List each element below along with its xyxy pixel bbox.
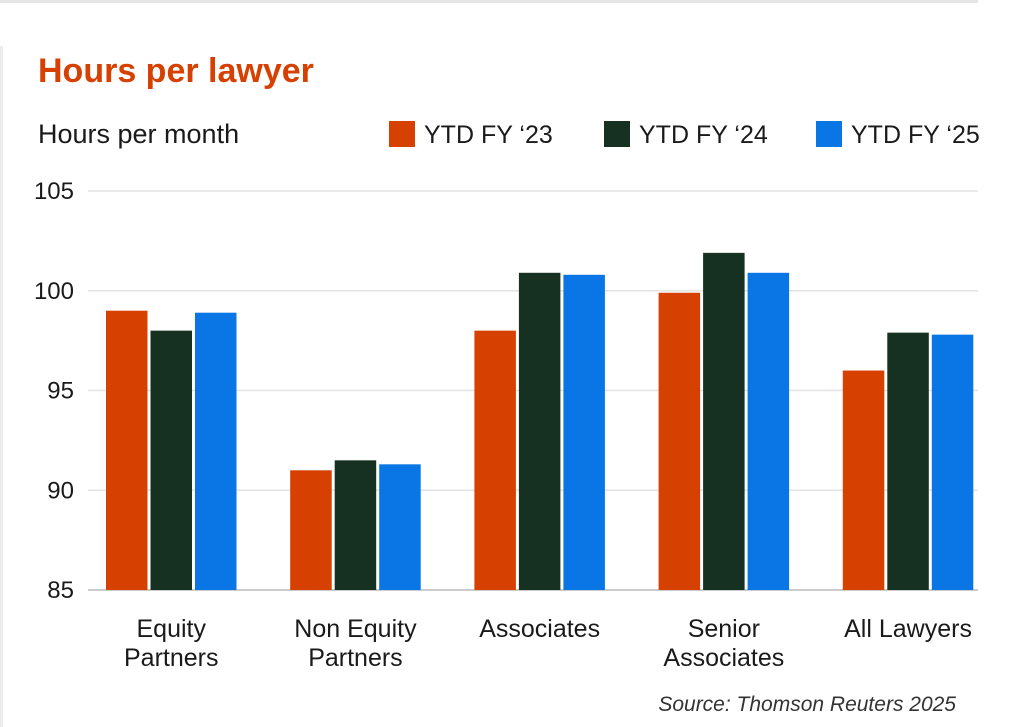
y-tick-label: 90 bbox=[47, 477, 74, 504]
legend-swatch bbox=[816, 121, 842, 147]
bar bbox=[563, 274, 605, 590]
bar bbox=[518, 272, 561, 590]
top-divider bbox=[0, 0, 978, 3]
y-axis-subtitle: Hours per month bbox=[38, 119, 239, 149]
bar bbox=[106, 310, 148, 590]
bar bbox=[334, 460, 377, 590]
bar bbox=[842, 370, 885, 590]
bar bbox=[290, 470, 332, 590]
legend-swatch bbox=[389, 121, 415, 147]
legend-label: YTD FY ‘25 bbox=[851, 121, 980, 149]
bar bbox=[195, 312, 237, 590]
x-tick-label: Associates bbox=[479, 615, 600, 643]
y-tick-label: 95 bbox=[47, 378, 74, 405]
x-tick-label: Non Equity Partners bbox=[294, 615, 417, 672]
bar bbox=[747, 272, 790, 590]
y-tick-label: 105 bbox=[34, 178, 74, 205]
bar bbox=[931, 334, 974, 590]
y-tick-label: 85 bbox=[47, 577, 74, 604]
legend-label: YTD FY ‘24 bbox=[639, 121, 768, 149]
legend-swatch bbox=[604, 121, 630, 147]
y-tick-label: 100 bbox=[34, 278, 74, 305]
bar bbox=[887, 332, 929, 590]
y-axis-ticks: 85 90 95 100 105 bbox=[34, 178, 74, 604]
source-note: Source: Thomson Reuters 2025 bbox=[658, 693, 956, 716]
bar bbox=[658, 292, 701, 590]
bar bbox=[379, 464, 421, 590]
x-tick-label: Senior Associates bbox=[663, 615, 784, 672]
legend: YTD FY ‘23 YTD FY ‘24 YTD FY ‘25 bbox=[389, 121, 980, 149]
left-divider bbox=[0, 46, 3, 727]
legend-label: YTD FY ‘23 bbox=[424, 121, 553, 149]
bar bbox=[474, 330, 516, 590]
x-axis-labels: Equity Partners Non Equity Partners Associat… bbox=[124, 615, 972, 672]
x-tick-label: All Lawyers bbox=[844, 615, 972, 643]
chart-title: Hours per lawyer bbox=[38, 52, 314, 90]
x-tick-label: Equity Partners bbox=[124, 615, 218, 672]
bar bbox=[703, 252, 745, 590]
bar bbox=[150, 330, 192, 590]
bars bbox=[106, 252, 974, 590]
